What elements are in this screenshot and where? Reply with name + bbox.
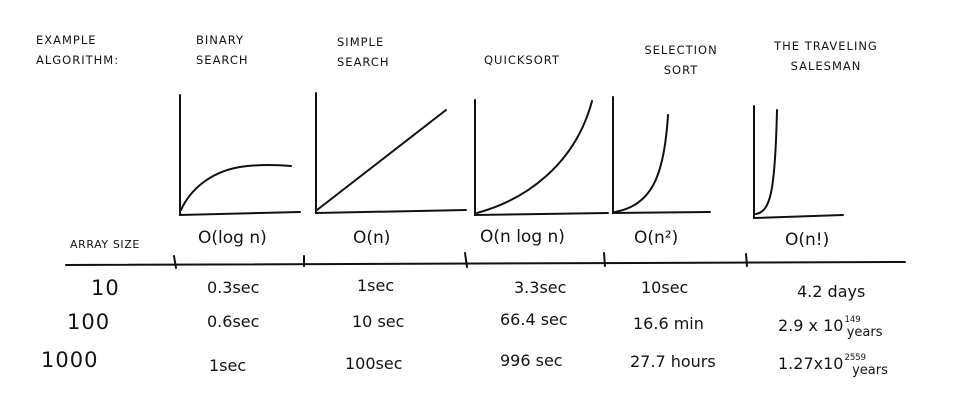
graph-traveling-salesman xyxy=(753,105,844,220)
graph-selection-sort xyxy=(612,96,711,215)
time-cell: 16.6 min xyxy=(633,314,704,333)
curve-linear xyxy=(316,109,447,211)
column-tick xyxy=(603,252,606,267)
time-cell: 4.2 days xyxy=(797,282,866,301)
table-divider xyxy=(65,261,906,266)
time-cell: 10sec xyxy=(641,278,689,297)
complexity-selection-sort: O(n²) xyxy=(634,228,679,248)
time-cell: 0.3sec xyxy=(207,278,260,297)
time-cell: 66.4 sec xyxy=(500,310,568,329)
time-cell: 27.7 hours xyxy=(630,352,716,371)
curve-factorial xyxy=(755,109,778,215)
algorithm-header-quicksort: QUICKSORT xyxy=(484,40,560,70)
time-cell-base: 1.27x10 xyxy=(778,354,844,373)
time-cell-unit: years xyxy=(846,325,883,340)
time-cell: 0.6sec xyxy=(207,312,260,331)
time-cell-exponential: 1.27x102559years xyxy=(778,353,888,378)
algorithm-name-line2: QUICKSORT xyxy=(484,53,560,67)
column-tick xyxy=(464,252,468,268)
graph-binary-search xyxy=(179,94,301,217)
curve-log-n xyxy=(180,164,292,211)
algorithm-name-line2: SALESMAN xyxy=(790,59,862,73)
algorithm-name-line1: BINARY xyxy=(196,33,245,47)
array-size-10: 10 xyxy=(91,276,120,300)
algorithm-header-simple-search: SIMPLE SEARCH xyxy=(337,32,390,72)
time-cell-unit: years xyxy=(852,363,888,378)
algorithm-header-selection-sort: SELECTION SORT xyxy=(633,40,729,80)
complexity-simple-search: O(n) xyxy=(353,228,391,248)
time-cell-exponent: 149 xyxy=(844,315,861,325)
time-cell: 996 sec xyxy=(500,351,563,370)
algorithm-name-line1: SIMPLE xyxy=(337,35,385,49)
array-size-100: 100 xyxy=(67,310,111,334)
complexity-traveling-salesman: O(n!) xyxy=(785,230,830,250)
graph-axes xyxy=(753,105,844,220)
time-cell: 1sec xyxy=(209,356,247,375)
graph-simple-search xyxy=(315,92,467,215)
curve-n-squared xyxy=(614,114,669,213)
time-cell: 3.3sec xyxy=(514,278,567,297)
time-cell: 10 sec xyxy=(352,312,405,331)
algorithm-name-line2: SEARCH xyxy=(337,55,390,69)
complexity-quicksort: O(n log n) xyxy=(480,227,565,247)
complexity-binary-search: O(log n) xyxy=(198,228,267,248)
time-cell: 100sec xyxy=(345,354,403,373)
time-cell-base: 2.9 x 10 xyxy=(778,316,844,335)
curve-n-log-n xyxy=(476,100,593,214)
column-tick xyxy=(173,255,177,269)
time-cell-exponential: 2.9 x 10149years xyxy=(778,315,882,340)
graph-axes xyxy=(179,94,301,217)
row-label-line2: ALGORITHM: xyxy=(36,53,120,67)
graph-quicksort xyxy=(474,99,609,217)
algorithm-name-line1: SELECTION xyxy=(644,43,718,57)
algorithm-name-line2: SORT xyxy=(663,63,699,77)
row-label-example-algorithm: EXAMPLE ALGORITHM: xyxy=(36,30,119,70)
algorithm-header-binary-search: BINARY SEARCH xyxy=(196,30,249,70)
time-cell: 1sec xyxy=(357,276,395,295)
graph-axes xyxy=(315,92,467,215)
graph-axes xyxy=(474,99,609,217)
row-label-line1: EXAMPLE xyxy=(36,33,97,47)
algorithm-header-traveling-salesman: THE TRAVELING SALESMAN xyxy=(760,36,892,76)
array-size-label: ARRAY SIZE xyxy=(70,238,140,251)
algorithm-name-line2: SEARCH xyxy=(196,53,249,67)
column-tick xyxy=(745,253,748,267)
graph-axes xyxy=(612,96,711,215)
time-cell-exponent: 2559 xyxy=(844,353,867,363)
array-size-1000: 1000 xyxy=(41,348,99,372)
algorithm-name-line1: THE TRAVELING xyxy=(774,39,878,53)
